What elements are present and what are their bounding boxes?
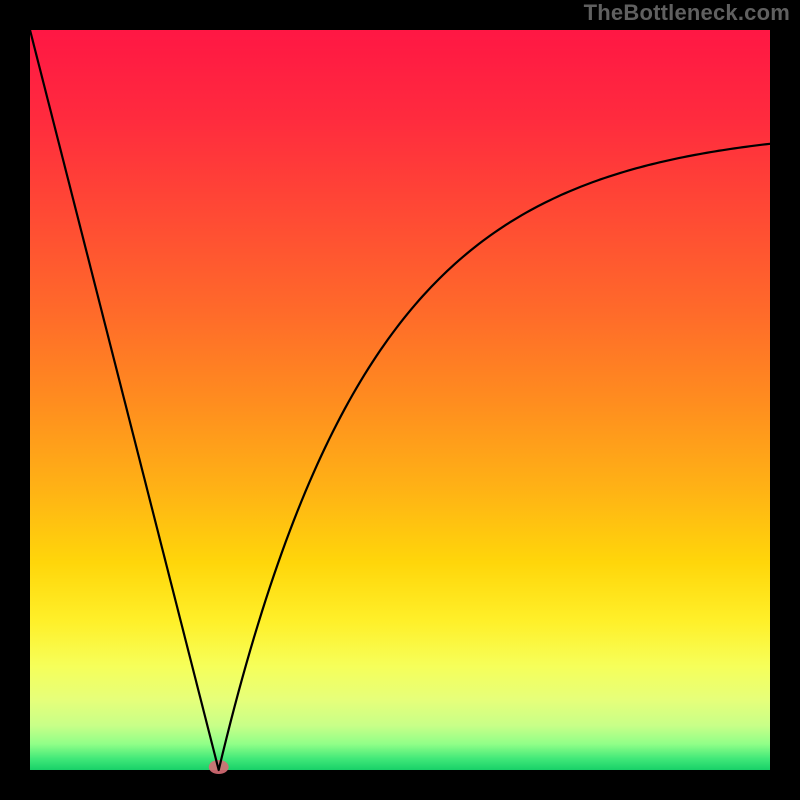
watermark-label: TheBottleneck.com [584,0,790,26]
chart-stage: TheBottleneck.com [0,0,800,800]
chart-canvas [0,0,800,800]
plot-background [30,30,770,770]
